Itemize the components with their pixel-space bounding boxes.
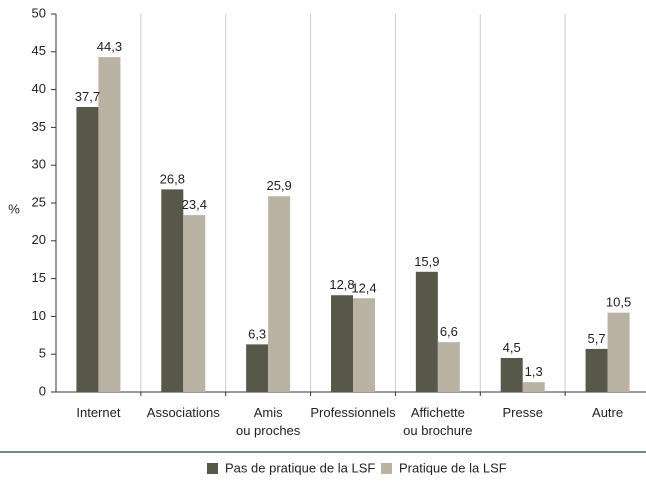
bar bbox=[98, 57, 121, 392]
bar bbox=[268, 196, 291, 392]
x-category-label: Affichette bbox=[411, 405, 465, 420]
data-labels: 37,7 44,3 26,8 23,4 6,3 25,9 12,812,4 15,9 6,6 4,… bbox=[75, 39, 631, 379]
bar bbox=[76, 106, 99, 392]
axes: 0 5 10 15 20 25 30 35 40 45 50 Internet Associations… bbox=[32, 5, 646, 438]
y-tick-label: 45 bbox=[32, 43, 46, 58]
bar-value-label: 6,6 bbox=[440, 324, 458, 339]
bar bbox=[585, 348, 608, 392]
y-tick-label: 40 bbox=[32, 81, 46, 96]
bar-value-label: 44,3 bbox=[97, 39, 122, 54]
x-category-label: Internet bbox=[76, 405, 120, 420]
y-tick-label: 30 bbox=[32, 157, 46, 172]
bar-value-label: 4,5 bbox=[503, 340, 521, 355]
bar bbox=[353, 298, 375, 392]
x-category-label: Presse bbox=[502, 405, 542, 420]
y-tick-label: 0 bbox=[39, 383, 46, 398]
bar-value-label: 12,8 bbox=[329, 277, 354, 292]
y-tick-label: 5 bbox=[39, 346, 46, 361]
bar-value-label: 23,4 bbox=[182, 197, 207, 212]
y-tick-label: 10 bbox=[32, 308, 46, 323]
bar bbox=[246, 344, 269, 392]
bar-value-label: 26,8 bbox=[160, 171, 185, 186]
legend-label: Pratique de la LSF bbox=[399, 460, 507, 475]
bar-value-label: 5,7 bbox=[588, 331, 606, 346]
bar-value-label: 1,3 bbox=[525, 364, 543, 379]
bar bbox=[415, 271, 438, 392]
y-tick-label: 35 bbox=[32, 119, 46, 134]
bar bbox=[161, 189, 184, 392]
bar bbox=[183, 215, 206, 392]
bar bbox=[331, 295, 353, 392]
x-category-label: ou brochure bbox=[403, 423, 472, 438]
legend: Pas de pratique de la LSF Pratique de la … bbox=[207, 460, 507, 475]
y-tick-label: 20 bbox=[32, 232, 46, 247]
x-category-label: ou proches bbox=[236, 423, 301, 438]
legend-label: Pas de pratique de la LSF bbox=[225, 460, 375, 475]
bar-value-label: 25,9 bbox=[266, 178, 291, 193]
bar-value-label: 6,3 bbox=[248, 326, 266, 341]
bar bbox=[500, 357, 523, 392]
legend-swatch bbox=[381, 463, 392, 474]
bar bbox=[522, 382, 545, 392]
x-category-label: Associations bbox=[147, 405, 220, 420]
bars bbox=[76, 57, 630, 392]
y-tick-label: 25 bbox=[32, 194, 46, 209]
bar-value-label: 37,7 bbox=[75, 89, 100, 104]
x-category-label: Autre bbox=[592, 405, 623, 420]
y-tick-label: 15 bbox=[32, 270, 46, 285]
y-axis-label: % bbox=[8, 201, 20, 216]
bar-value-label: 12,4 bbox=[351, 280, 376, 295]
x-category-label: Professionnels bbox=[310, 405, 396, 420]
y-tick-label: 50 bbox=[32, 5, 46, 20]
legend-swatch bbox=[207, 463, 218, 474]
bar bbox=[607, 312, 630, 392]
bar-value-label: 15,9 bbox=[414, 254, 439, 269]
bar-value-label: 10,5 bbox=[606, 295, 631, 310]
x-category-label: Amis bbox=[254, 405, 283, 420]
grid-lines bbox=[140, 14, 566, 392]
bar bbox=[437, 342, 460, 392]
